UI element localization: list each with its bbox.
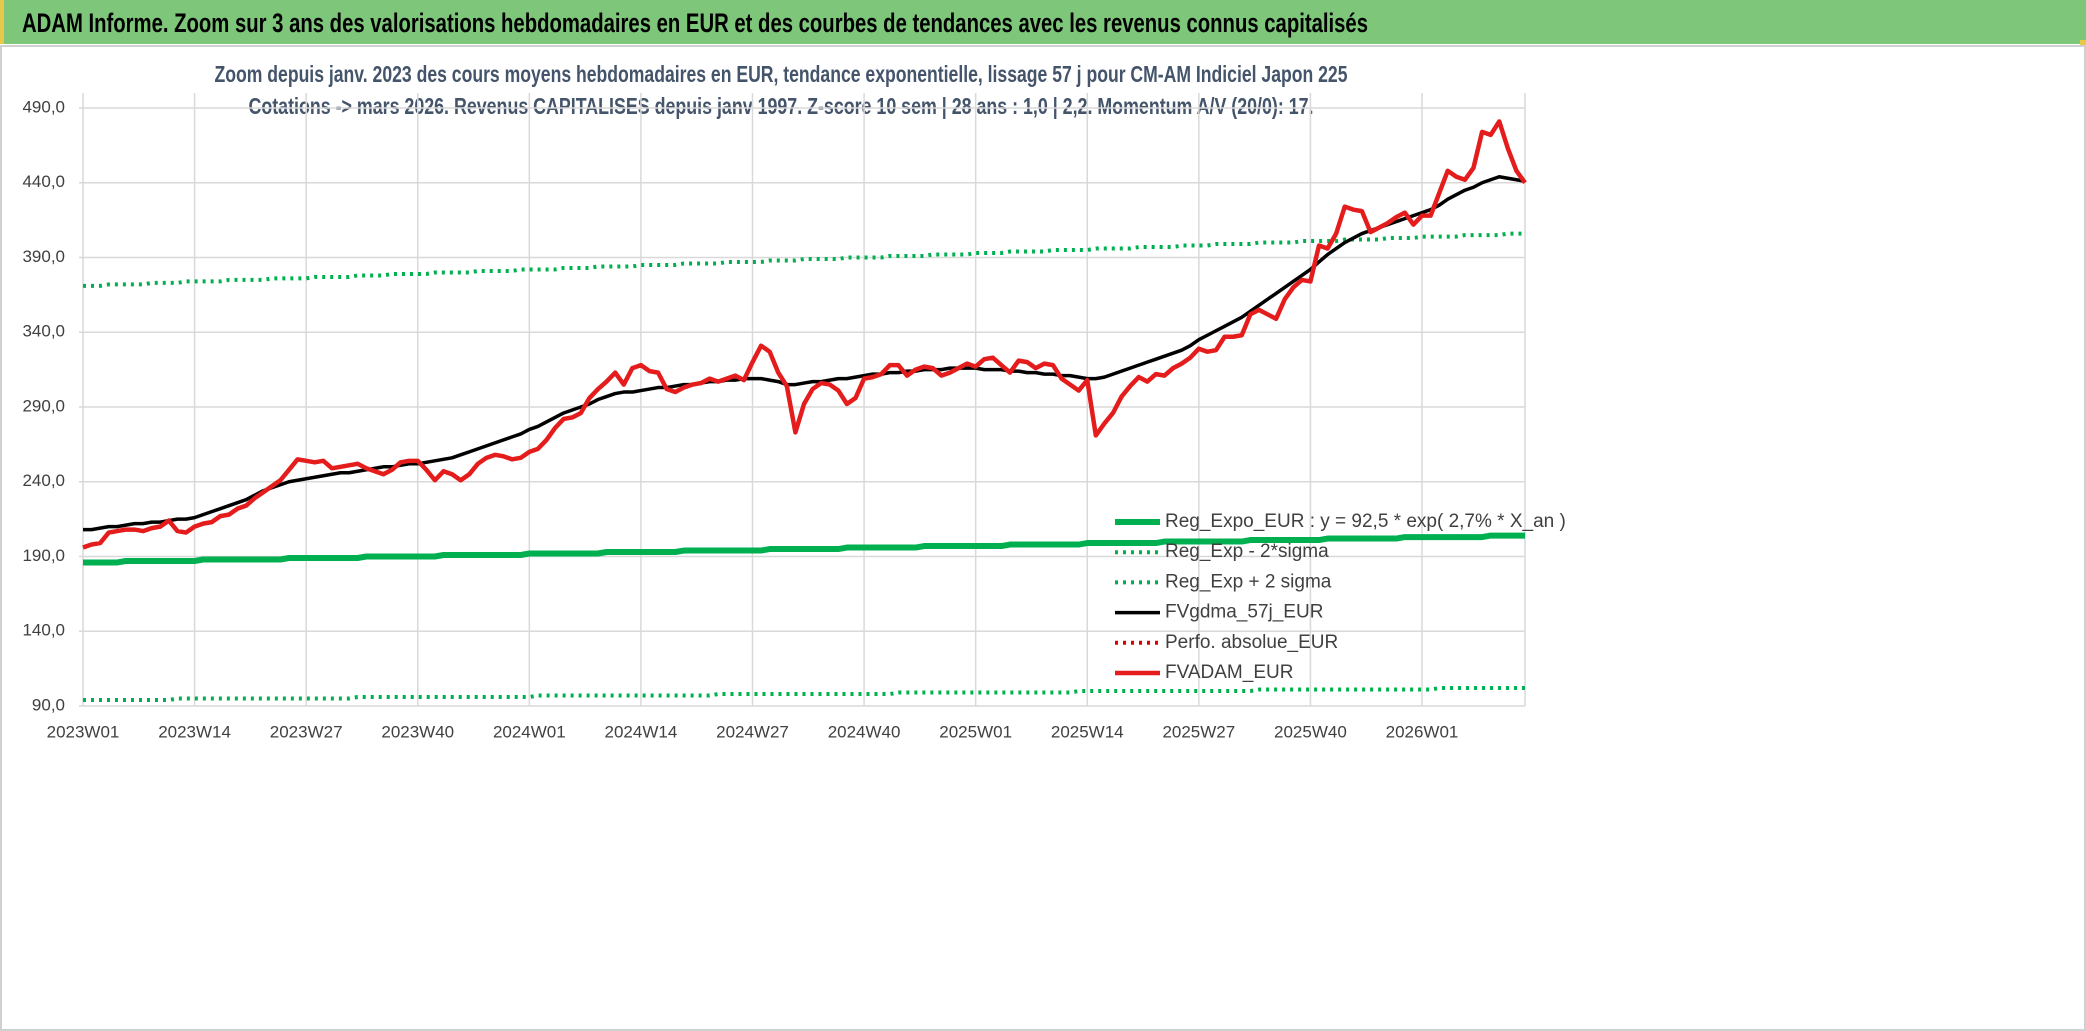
- legend-label: Perfo. absolue_EUR: [1165, 632, 1338, 653]
- x-tick-label: 2024W27: [716, 722, 789, 741]
- y-tick-label: 90,0: [32, 695, 65, 714]
- header-title: ADAM Informe. Zoom sur 3 ans des valoris…: [22, 8, 1368, 38]
- y-tick-label: 340,0: [22, 322, 65, 341]
- legend-label: Reg_Exp - 2*sigma: [1165, 541, 1329, 562]
- chart-title: Zoom depuis janv. 2023 des cours moyens …: [215, 61, 1348, 87]
- y-tick-label: 490,0: [22, 97, 65, 116]
- x-tick-label: 2024W14: [605, 722, 678, 741]
- corner: [2080, 40, 2086, 46]
- header-bar: [0, 0, 2086, 44]
- series-line: [82, 119, 1527, 550]
- series-line: [83, 231, 1525, 288]
- y-tick-label: 440,0: [22, 172, 65, 191]
- x-tick-label: 2025W27: [1162, 722, 1235, 741]
- x-tick-label: 2023W01: [47, 722, 120, 741]
- legend-label: Reg_Expo_EUR : y = 92,5 * exp( 2,7% * X_…: [1165, 511, 1566, 532]
- legend-label: FVgdma_57j_EUR: [1165, 602, 1323, 623]
- x-tick-label: 2023W14: [158, 722, 231, 741]
- y-tick-label: 390,0: [22, 247, 65, 266]
- y-tick-label: 240,0: [22, 471, 65, 490]
- x-tick-label: 2026W01: [1386, 722, 1459, 741]
- y-tick-label: 190,0: [22, 546, 65, 565]
- x-tick-label: 2023W40: [381, 722, 454, 741]
- series-line: [83, 532, 1525, 566]
- corner: [0, 0, 4, 44]
- x-tick-label: 2024W01: [493, 722, 566, 741]
- series-line: [83, 175, 1526, 532]
- chart-frame: [0, 45, 2086, 1031]
- x-tick-label: 2024W40: [828, 722, 901, 741]
- y-tick-label: 140,0: [22, 621, 65, 640]
- x-tick-label: 2025W01: [939, 722, 1012, 741]
- chart-subtitle: Cotations -> mars 2026. Revenus CAPITALI…: [249, 93, 1314, 119]
- x-tick-label: 2023W27: [270, 722, 343, 741]
- legend-label: Reg_Exp + 2 sigma: [1165, 571, 1332, 592]
- legend-label: FVADAM_EUR: [1165, 662, 1293, 683]
- x-tick-label: 2025W40: [1274, 722, 1347, 741]
- y-tick-label: 290,0: [22, 396, 65, 415]
- x-tick-label: 2025W14: [1051, 722, 1124, 741]
- series-line: [83, 686, 1525, 703]
